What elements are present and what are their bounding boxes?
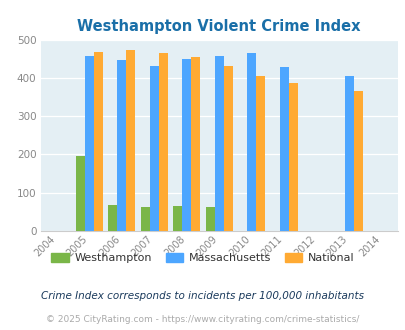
Bar — [214, 56, 223, 231]
Bar — [223, 66, 232, 231]
Bar — [279, 67, 288, 231]
Bar — [173, 206, 182, 231]
Bar — [247, 53, 256, 231]
Bar — [108, 205, 117, 231]
Bar — [191, 57, 200, 231]
Bar — [117, 60, 126, 231]
Title: Westhampton Violent Crime Index: Westhampton Violent Crime Index — [77, 19, 360, 34]
Bar — [126, 50, 135, 231]
Bar — [288, 83, 297, 231]
Bar — [85, 56, 94, 231]
Bar — [149, 66, 158, 231]
Bar — [344, 76, 353, 231]
Bar — [256, 76, 265, 231]
Text: © 2025 CityRating.com - https://www.cityrating.com/crime-statistics/: © 2025 CityRating.com - https://www.city… — [46, 315, 359, 324]
Legend: Westhampton, Massachusetts, National: Westhampton, Massachusetts, National — [51, 253, 354, 263]
Bar — [75, 156, 85, 231]
Bar — [140, 207, 149, 231]
Bar — [94, 52, 103, 231]
Bar — [205, 207, 214, 231]
Bar — [353, 91, 362, 231]
Bar — [182, 59, 191, 231]
Bar — [158, 52, 168, 231]
Text: Crime Index corresponds to incidents per 100,000 inhabitants: Crime Index corresponds to incidents per… — [41, 291, 364, 301]
